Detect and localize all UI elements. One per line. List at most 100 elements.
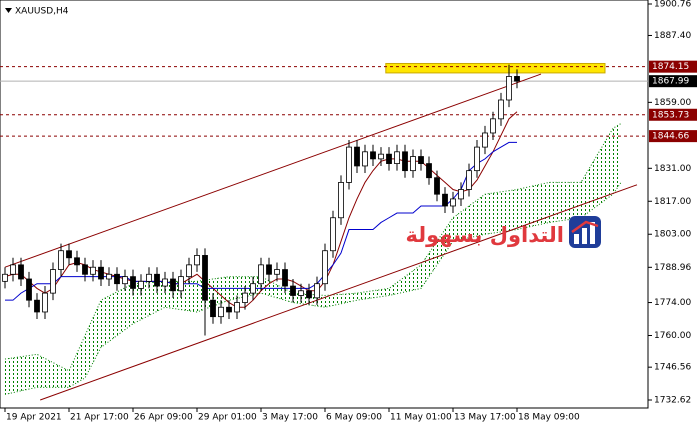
candle-body: [58, 250, 64, 270]
level-label: 1844.66: [652, 132, 689, 142]
x-tick-label: 26 Apr 09:00: [134, 413, 193, 423]
candle-body: [282, 269, 288, 287]
candle-body: [314, 283, 320, 299]
candle-body: [418, 156, 424, 164]
candle-body: [210, 299, 216, 318]
candle-body: [258, 264, 264, 285]
candle-body: [98, 266, 104, 280]
cloud-edge: [4, 123, 622, 372]
channel-line: [40, 184, 638, 401]
y-tick-label: 1817.00: [654, 197, 691, 207]
logo-bar: [582, 228, 587, 244]
candle-body: [242, 292, 248, 303]
candle-body: [122, 276, 128, 285]
candle-body: [186, 264, 192, 278]
candle-body: [474, 146, 480, 172]
level-label-box: [649, 108, 697, 121]
candle-body: [394, 151, 400, 164]
level-label-box: [649, 130, 697, 143]
candle-body: [498, 99, 504, 120]
y-tick-label: 1788.96: [654, 263, 691, 273]
symbol-arrow: [5, 8, 12, 13]
candle-body: [466, 170, 472, 190]
candle-body: [442, 193, 448, 207]
candle-body: [26, 278, 32, 301]
level-label: 1853.73: [652, 110, 689, 120]
y-tick-label: 1859.00: [654, 98, 691, 108]
candle-body: [370, 151, 376, 160]
level-label-box: [649, 75, 697, 88]
chart-title: XAUUSD,H4: [15, 7, 69, 17]
candle-body: [298, 290, 304, 296]
x-tick-label: 13 May 17:00: [454, 413, 516, 423]
candle-body: [306, 290, 312, 299]
y-tick-label: 1887.40: [654, 31, 691, 41]
candle-body: [354, 146, 360, 167]
candle-body: [170, 278, 176, 292]
candle-body: [2, 273, 8, 282]
level-label: 1867.99: [652, 77, 689, 87]
candle-body: [362, 151, 368, 167]
candle-body: [458, 189, 464, 200]
y-tick-label: 1900.76: [654, 0, 691, 10]
y-tick-label: 1803.00: [654, 230, 691, 240]
candle-body: [402, 151, 408, 172]
candle-body: [10, 264, 16, 275]
candle-body: [202, 255, 208, 301]
candle-body: [90, 266, 96, 275]
logo-arrow: [571, 220, 599, 234]
candle-body: [450, 198, 456, 207]
candle-body: [194, 255, 200, 266]
candle-body: [138, 280, 144, 289]
candle-body: [146, 273, 152, 282]
x-tick-label: 6 May 09:00: [326, 413, 382, 423]
candle-body: [34, 299, 40, 313]
candle-body: [106, 273, 112, 280]
candle-body: [322, 250, 328, 285]
candle-body: [426, 163, 432, 179]
candle-body: [434, 177, 440, 195]
y-tick-label: 1760.00: [654, 331, 691, 341]
candle-body: [114, 273, 120, 285]
channel-line: [4, 73, 542, 268]
candle-body: [178, 276, 184, 292]
y-tick-label: 1732.62: [654, 396, 691, 406]
candle-body: [274, 269, 280, 275]
candle-body: [410, 156, 416, 172]
logo-bar: [574, 234, 579, 244]
candle-body: [162, 278, 168, 287]
candle-body: [514, 76, 520, 82]
candle-body: [74, 257, 80, 266]
candle-body: [386, 153, 392, 164]
candle-body: [330, 217, 336, 252]
x-tick-label: 21 Apr 17:00: [70, 413, 129, 423]
candle-body: [490, 118, 496, 134]
candle-body: [218, 306, 224, 318]
candle-body: [338, 182, 344, 219]
y-tick-label: 1746.56: [654, 363, 691, 373]
candle-body: [50, 269, 56, 294]
x-tick-label: 18 May 09:00: [518, 413, 580, 423]
candle-body: [154, 273, 160, 287]
candle-body: [346, 146, 352, 183]
candle-body: [226, 306, 232, 313]
candle-body: [378, 153, 384, 160]
candle-body: [82, 264, 88, 275]
highlight-zone: [385, 62, 606, 74]
logo-bar: [590, 222, 595, 244]
candle-body: [234, 302, 240, 313]
level-label: 1874.15: [652, 62, 689, 72]
candle-body: [250, 283, 256, 294]
candle-body: [482, 132, 488, 148]
x-tick-label: 29 Apr 01:00: [198, 413, 257, 423]
logo-text: التداول بسهولة: [406, 223, 564, 247]
candle-body: [506, 76, 512, 101]
y-tick-label: 1774.00: [654, 298, 691, 308]
x-tick-label: 19 Apr 2021: [6, 413, 62, 423]
candle-body: [66, 250, 72, 259]
candle-body: [18, 264, 24, 280]
x-tick-label: 3 May 17:00: [262, 413, 318, 423]
candle-body: [266, 264, 272, 275]
logo: التداول بسهولة: [406, 216, 601, 248]
